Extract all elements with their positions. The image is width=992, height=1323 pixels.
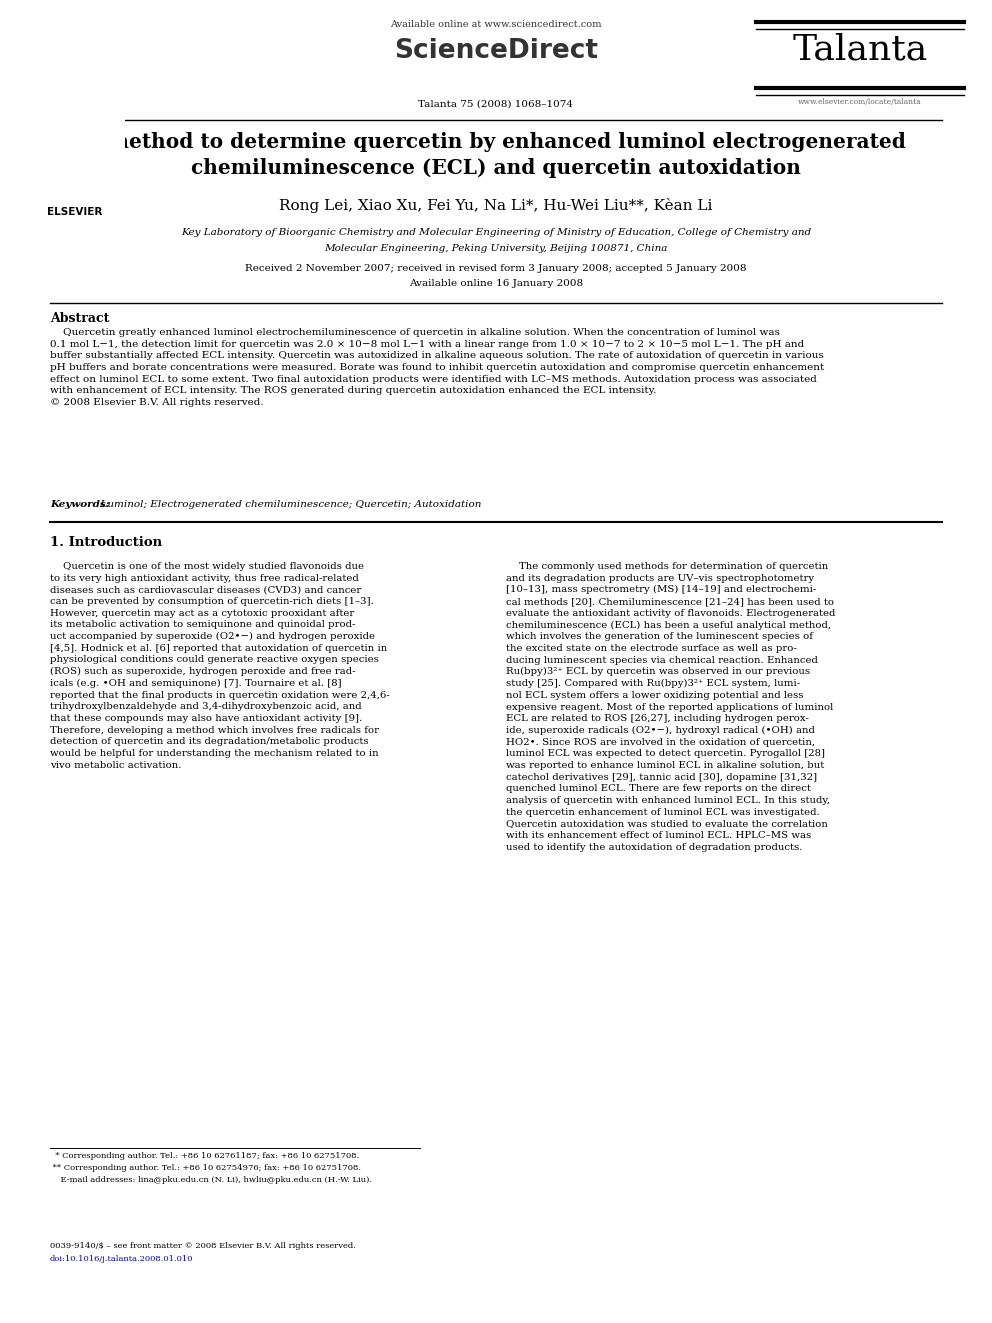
Text: Quercetin is one of the most widely studied flavonoids due
to its very high anti: Quercetin is one of the most widely stud… xyxy=(50,562,390,770)
Text: chemiluminescence (ECL) and quercetin autoxidation: chemiluminescence (ECL) and quercetin au… xyxy=(191,157,801,179)
Text: A method to determine quercetin by enhanced luminol electrogenerated: A method to determine quercetin by enhan… xyxy=(85,132,907,152)
Text: 1. Introduction: 1. Introduction xyxy=(50,536,162,549)
Text: ScienceDirect: ScienceDirect xyxy=(394,38,598,64)
Text: Keywords:: Keywords: xyxy=(50,500,110,509)
Text: The commonly used methods for determination of quercetin
and its degradation pro: The commonly used methods for determinat… xyxy=(506,562,835,852)
Text: Quercetin greatly enhanced luminol electrochemiluminescence of quercetin in alka: Quercetin greatly enhanced luminol elect… xyxy=(50,328,824,407)
Text: Luminol; Electrogenerated chemiluminescence; Quercetin; Autoxidation: Luminol; Electrogenerated chemiluminesce… xyxy=(94,500,481,509)
Text: Key Laboratory of Bioorganic Chemistry and Molecular Engineering of Ministry of : Key Laboratory of Bioorganic Chemistry a… xyxy=(181,228,811,237)
Text: Available online 16 January 2008: Available online 16 January 2008 xyxy=(409,279,583,288)
Text: Abstract: Abstract xyxy=(50,312,109,325)
Text: ELSEVIER: ELSEVIER xyxy=(47,208,102,217)
Text: Talanta 75 (2008) 1068–1074: Talanta 75 (2008) 1068–1074 xyxy=(419,101,573,108)
Text: Received 2 November 2007; received in revised form 3 January 2008; accepted 5 Ja: Received 2 November 2007; received in re… xyxy=(245,265,747,273)
Text: 0039-9140/$ – see front matter © 2008 Elsevier B.V. All rights reserved.: 0039-9140/$ – see front matter © 2008 El… xyxy=(50,1242,356,1250)
Text: Molecular Engineering, Peking University, Beijing 100871, China: Molecular Engineering, Peking University… xyxy=(324,243,668,253)
Text: www.elsevier.com/locate/talanta: www.elsevier.com/locate/talanta xyxy=(799,98,922,106)
Text: ** Corresponding author. Tel.: +86 10 62754976; fax: +86 10 62751708.: ** Corresponding author. Tel.: +86 10 62… xyxy=(50,1164,361,1172)
Text: Rong Lei, Xiao Xu, Fei Yu, Na Li*, Hu-Wei Liu**, Kèan Li: Rong Lei, Xiao Xu, Fei Yu, Na Li*, Hu-We… xyxy=(280,198,712,213)
Text: E-mail addresses: lina@pku.edu.cn (N. Li), hwliu@pku.edu.cn (H.-W. Liu).: E-mail addresses: lina@pku.edu.cn (N. Li… xyxy=(50,1176,372,1184)
Text: Talanta: Talanta xyxy=(793,32,928,66)
Text: doi:10.1016/j.talanta.2008.01.010: doi:10.1016/j.talanta.2008.01.010 xyxy=(50,1256,193,1263)
Text: * Corresponding author. Tel.: +86 10 62761187; fax: +86 10 62751708.: * Corresponding author. Tel.: +86 10 627… xyxy=(50,1152,359,1160)
Text: Available online at www.sciencedirect.com: Available online at www.sciencedirect.co… xyxy=(390,20,602,29)
